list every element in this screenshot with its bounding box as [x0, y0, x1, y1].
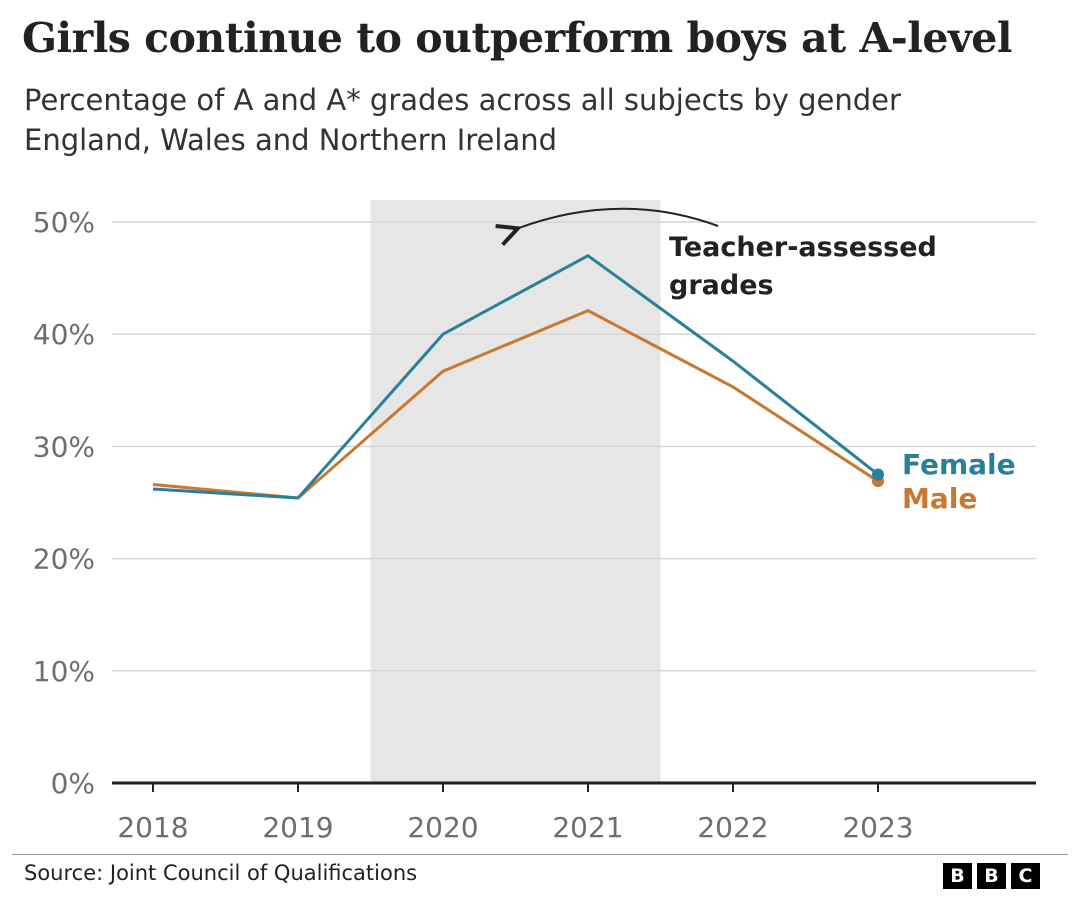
- line-chart: 0% 10% 20% 30% 40% 50% 2018 2019 2020 2021 2022 202…: [33, 200, 1036, 844]
- x-tick-label: 2023: [842, 811, 913, 844]
- y-tick-label: 10%: [33, 655, 95, 688]
- subtitle-line-1: Percentage of A and A* grades across all…: [24, 83, 901, 117]
- bbc-logo: B B C: [943, 863, 1040, 889]
- male-series-label: Male: [902, 482, 977, 515]
- x-tick-label: 2021: [552, 811, 623, 844]
- x-tick-label: 2019: [262, 811, 333, 844]
- subtitle-line-2: England, Wales and Northern Ireland: [24, 123, 558, 157]
- annotation-line-2: grades: [669, 270, 774, 301]
- x-tick-label: 2020: [407, 811, 478, 844]
- footer-divider: [12, 854, 1068, 855]
- female-series-label: Female: [902, 448, 1016, 481]
- y-tick-label: 50%: [33, 206, 95, 239]
- source-note: Source: Joint Council of Qualifications: [24, 861, 418, 885]
- logo-letter-c: C: [1011, 863, 1040, 889]
- annotation-line-1: Teacher-assessed: [669, 232, 937, 263]
- annotation-arrow: [516, 207, 719, 229]
- logo-letter-b1: B: [943, 863, 972, 889]
- y-tick-label: 40%: [33, 318, 95, 351]
- y-tick-label: 30%: [33, 430, 95, 463]
- chart-subtitle: Percentage of A and A* grades across all…: [24, 80, 901, 160]
- female-end-point: [872, 468, 884, 481]
- female-line: [152, 254, 879, 500]
- y-tick-label: 20%: [33, 543, 95, 576]
- chart-title: Girls continue to outperform boys at A-l…: [22, 14, 1012, 62]
- logo-letter-b2: B: [977, 863, 1006, 889]
- x-tick-label: 2022: [697, 811, 768, 844]
- x-tick-label: 2018: [117, 811, 188, 844]
- y-tick-label: 0%: [51, 767, 95, 800]
- teacher-assessed-shade: [370, 200, 661, 783]
